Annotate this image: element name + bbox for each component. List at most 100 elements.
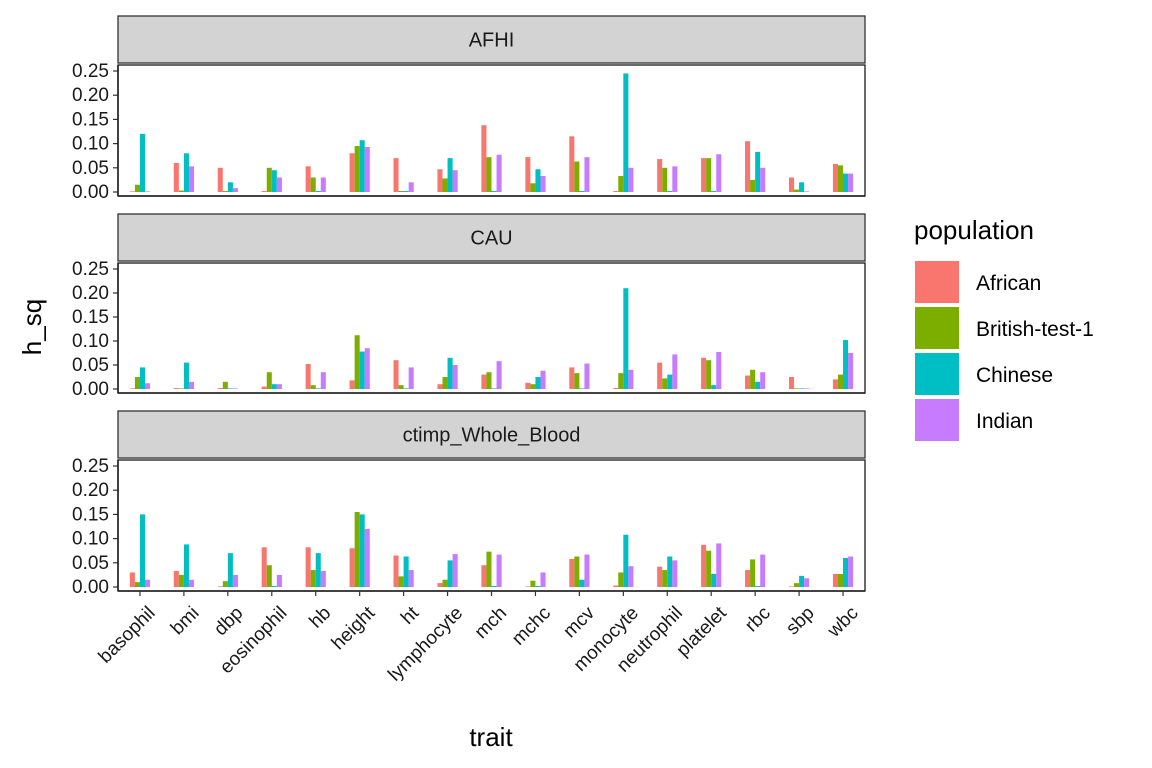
bar-wbc-indian: [848, 353, 854, 389]
bar-ht-indian: [408, 570, 414, 587]
x-tick-label: dbp: [210, 603, 247, 640]
bar-monocyte-chinese: [623, 534, 629, 587]
bar-ht-british-test-1: [398, 576, 404, 587]
y-tick-label: 0.25: [72, 61, 109, 82]
bar-height-british-test-1: [354, 511, 360, 587]
bar-neutrophil-british-test-1: [662, 570, 668, 587]
bar-monocyte-british-test-1: [618, 176, 624, 192]
bar-hb-indian: [320, 571, 326, 587]
bar-eosinophil-indian: [276, 177, 282, 192]
bar-sbp-chinese: [799, 575, 805, 587]
bar-mcv-african: [569, 558, 575, 587]
bar-mcv-british-test-1: [574, 373, 580, 389]
facet-panel-ctimp-whole-blood: ctimp_Whole_Blood 0.00 0.05 0.10 0.15 0.20 0.2…: [72, 410, 866, 598]
bar-eosinophil-indian: [276, 384, 282, 389]
bar-dbp-chinese: [227, 182, 233, 192]
bar-sbp-african: [788, 177, 795, 192]
bar-mchc-african: [525, 382, 531, 389]
facet-strip-label: CAU: [470, 228, 512, 250]
bar-height-indian: [364, 146, 370, 192]
legend-label: Indian: [976, 410, 1033, 433]
legend-title: population: [914, 215, 1034, 245]
bar-dbp-indian: [232, 388, 238, 389]
y-tick-label: 0.20: [72, 480, 109, 501]
bar-basophil-chinese: [139, 514, 146, 587]
bar-basophil-african: [129, 572, 135, 587]
bar-sbp-british-test-1: [794, 189, 800, 192]
facet-strip: [117, 15, 866, 64]
bar-eosinophil-indian: [276, 574, 282, 587]
bar-platelet-african: [701, 357, 707, 389]
bar-mchc-british-test-1: [530, 183, 536, 192]
bar-hb-british-test-1: [310, 385, 316, 389]
bar-sbp-indian: [804, 191, 810, 192]
bar-sbp-indian: [804, 578, 810, 587]
bar-bmi-chinese: [183, 544, 189, 587]
facet-panel-cau: CAU 0.00 0.05 0.10 0.15 0.20 0.25: [72, 213, 866, 400]
bar-mch-british-test-1: [486, 551, 492, 587]
bar-rbc-british-test-1: [750, 559, 756, 587]
bar-mchc-african: [525, 157, 531, 192]
bar-height-african: [349, 548, 355, 587]
bar-lymphocyte-indian: [452, 170, 458, 192]
x-tick-label: wbc: [823, 603, 862, 642]
bar-dbp-african: [217, 586, 223, 587]
bar-mchc-british-test-1: [530, 580, 536, 587]
bar-eosinophil-chinese: [271, 384, 277, 389]
y-axis-title: h_sq: [17, 299, 47, 355]
bar-mcv-chinese: [579, 388, 585, 389]
bar-basophil-indian: [145, 383, 151, 389]
bar-basophil-african: [129, 388, 135, 389]
bar-hb-british-test-1: [310, 177, 316, 192]
bar-platelet-indian: [716, 543, 722, 587]
bar-dbp-chinese: [227, 553, 233, 587]
bar-neutrophil-indian: [672, 354, 678, 389]
bar-lymphocyte-british-test-1: [442, 579, 448, 587]
bar-height-chinese: [359, 140, 365, 192]
bar-basophil-indian: [145, 579, 151, 587]
bar-wbc-chinese: [843, 557, 849, 587]
bar-bmi-chinese: [183, 362, 189, 389]
bar-mch-chinese: [491, 388, 497, 389]
bar-basophil-chinese: [139, 367, 146, 389]
bar-hb-indian: [320, 177, 326, 192]
y-tick-label: 0.15: [72, 307, 109, 328]
bar-height-african: [349, 380, 355, 389]
bar-mch-indian: [496, 361, 502, 389]
bar-bmi-african: [173, 571, 179, 587]
bar-bmi-british-test-1: [178, 388, 184, 389]
bar-lymphocyte-british-test-1: [442, 178, 448, 192]
bar-monocyte-african: [613, 191, 619, 192]
bar-ht-chinese: [403, 556, 409, 587]
legend-key-african: [915, 261, 959, 303]
bar-dbp-african: [217, 167, 223, 192]
bar-mch-chinese: [491, 191, 497, 192]
bar-wbc-chinese: [843, 340, 849, 389]
bar-mch-african: [481, 125, 487, 192]
bar-platelet-british-test-1: [706, 158, 712, 192]
facet-panel-afhi: AFHI 0.00 0.05 0.10 0.15 0.20 0.25: [72, 15, 866, 203]
y-tick-label: 0.05: [72, 553, 109, 574]
y-tick-label: 0.15: [72, 109, 109, 130]
bar-platelet-indian: [716, 154, 722, 192]
facet-strip-label: ctimp_Whole_Blood: [403, 425, 581, 447]
bar-ht-british-test-1: [398, 191, 404, 192]
legend-label: British-test-1: [976, 318, 1094, 341]
y-tick-label: 0.10: [72, 331, 109, 352]
bar-rbc-chinese: [755, 586, 761, 587]
bar-mch-indian: [496, 554, 502, 587]
bar-neutrophil-chinese: [667, 374, 673, 389]
bar-dbp-indian: [232, 188, 238, 192]
bar-monocyte-indian: [628, 566, 634, 587]
bar-rbc-indian: [760, 167, 766, 192]
bar-lymphocyte-chinese: [447, 158, 453, 192]
x-tick-label: lymphocyte: [384, 603, 467, 686]
x-tick-label: hb: [306, 603, 336, 633]
bar-mchc-chinese: [535, 377, 541, 389]
bar-platelet-chinese: [711, 191, 717, 192]
bar-mcv-indian: [584, 554, 590, 587]
bar-rbc-african: [745, 141, 751, 192]
bar-mch-african: [481, 565, 487, 587]
bar-basophil-british-test-1: [134, 377, 140, 389]
